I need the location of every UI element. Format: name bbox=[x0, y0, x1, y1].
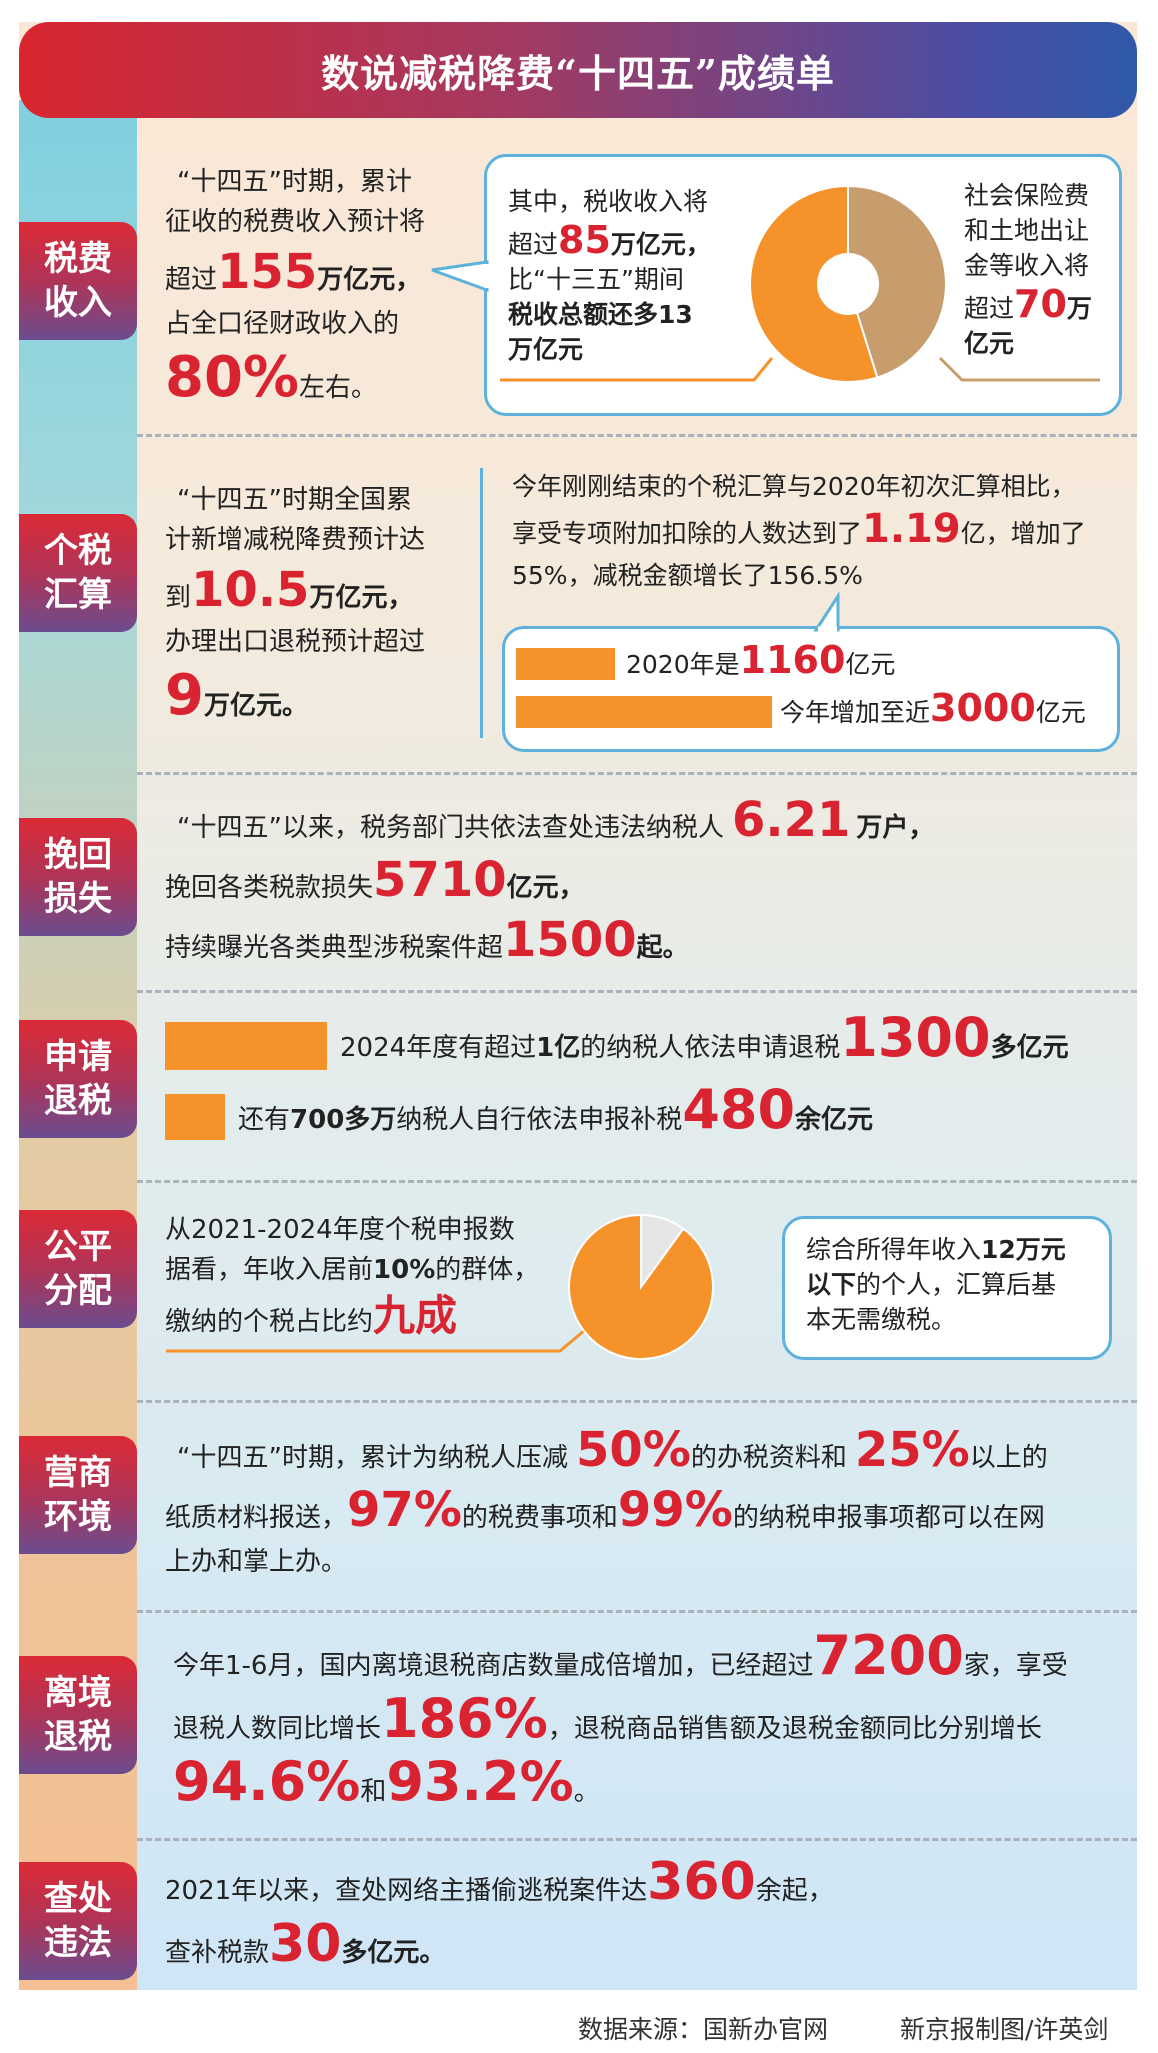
divider bbox=[137, 772, 1137, 775]
tax-free-text: 综合所得年收入12万元 以下的个人，汇算后基 本无需缴税。 bbox=[806, 1235, 1066, 1334]
iit-left-text: “十四五”时期全国累 计新增减税降费预计达 到10.5万亿元， 办理出口退税预计… bbox=[165, 485, 426, 728]
tag-departure-refund: 离境退税 bbox=[19, 1656, 137, 1774]
income-share-pie bbox=[568, 1213, 714, 1360]
tag-recover-loss: 挽回损失 bbox=[19, 818, 137, 936]
tag-fair-distribution: 公平分配 bbox=[19, 1210, 137, 1328]
pie-slice-top10 bbox=[568, 1213, 714, 1360]
supplementary-row-label: 还有700多万纳税人自行依法申报补税480余亿元 bbox=[238, 1078, 874, 1141]
title-banner: 数说减税降费“十四五”成绩单 bbox=[19, 22, 1137, 118]
pie-leader-line bbox=[166, 1328, 586, 1353]
divider bbox=[137, 434, 1137, 437]
callout-pointer bbox=[813, 592, 840, 632]
donut-slice-tax bbox=[749, 184, 879, 383]
donut-slice-social-land bbox=[847, 184, 947, 379]
bar-2020 bbox=[516, 648, 615, 680]
tax-revenue-text: “十四五”时期，累计 征收的税费收入预计将 超过155万亿元， 占全口径财政收入… bbox=[165, 167, 426, 410]
bar-refund bbox=[165, 1022, 327, 1070]
bar-this-year-label: 今年增加至近3000亿元 bbox=[780, 686, 1086, 730]
tax-free-box bbox=[782, 1216, 1112, 1360]
tax-share-text: 其中，税收收入将 超过85万亿元， 比“十三五”期间 税收总额还多13 万亿元 bbox=[508, 187, 711, 364]
divider bbox=[137, 1610, 1137, 1613]
vertical-divider bbox=[480, 468, 483, 738]
callout-pointer bbox=[431, 260, 490, 293]
page-title: 数说减税降费“十四五”成绩单 bbox=[321, 50, 835, 96]
business-env-text: “十四五”时期，累计为纳税人压减 50%的办税资料和 25%以上的 纸质材料报送，9… bbox=[165, 1422, 1048, 1577]
credit: 新京报制图/许英剑 bbox=[900, 2015, 1109, 2044]
divider bbox=[137, 990, 1137, 993]
violation-text: 2021年以来，查处网络主播偷逃税案件达360余起， 查补税款30多亿元。 bbox=[165, 1852, 834, 1974]
iit-right-text: 今年刚刚结束的个税汇算与2020年初次汇算相比， 享受专项附加扣除的人数达到了1… bbox=[512, 472, 1086, 590]
data-source: 数据来源：国新办官网 bbox=[578, 2015, 829, 2044]
divider bbox=[137, 1180, 1137, 1183]
divider bbox=[137, 1400, 1137, 1403]
refund-row-label: 2024年度有超过1亿的纳税人依法申请退税1300多亿元 bbox=[340, 1006, 1069, 1069]
social-insurance-text: 社会保险费 和土地出让 金等收入将 超过70万 亿元 bbox=[964, 181, 1092, 358]
revenue-donut-chart bbox=[749, 184, 947, 383]
iit-bars-box bbox=[502, 626, 1120, 752]
bar-supplementary-tax bbox=[165, 1094, 225, 1140]
tag-tax-revenue: 税费收入 bbox=[19, 222, 137, 340]
tag-investigate-violation: 查处违法 bbox=[19, 1862, 137, 1980]
tag-apply-refund: 申请退税 bbox=[19, 1020, 137, 1138]
tag-business-env: 营商环境 bbox=[19, 1436, 137, 1554]
bar-this-year bbox=[516, 696, 772, 728]
divider bbox=[137, 1838, 1137, 1841]
donut-leader-lines bbox=[500, 356, 1100, 382]
departure-refund-text: 今年1-6月，国内离境退税商店数量成倍增加，已经超过7200家，享受 退税人数同… bbox=[173, 1624, 1068, 1813]
tag-iit-settlement: 个税汇算 bbox=[19, 514, 137, 632]
fair-distribution-text: 从2021-2024年度个税申报数 据看，年收入居前10%的群体， 缴纳的个税占… bbox=[165, 1215, 540, 1340]
recover-loss-text: “十四五”以来，税务部门共依法查处违法纳税人 6.21 万户， 挽回各类税款损失57… bbox=[165, 792, 935, 968]
bar-2020-label: 2020年是1160亿元 bbox=[626, 638, 896, 682]
